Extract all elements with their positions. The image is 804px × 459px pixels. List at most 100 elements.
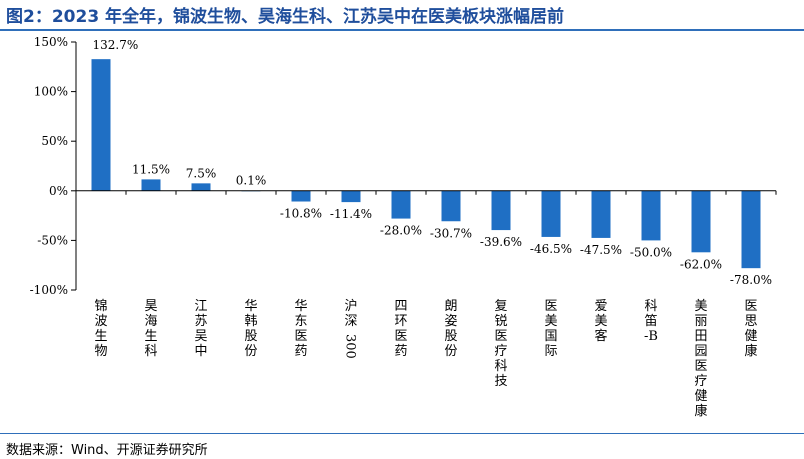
- category-label: 江苏吴中: [194, 299, 207, 359]
- bar: [491, 190, 511, 231]
- svg-text:爱: 爱: [594, 299, 607, 314]
- svg-text:客: 客: [594, 328, 607, 344]
- bars: [91, 59, 761, 269]
- svg-text:健: 健: [694, 389, 707, 404]
- bar-value-label: -39.6%: [480, 235, 522, 249]
- svg-text:物: 物: [94, 344, 107, 359]
- footer-divider: [0, 433, 804, 434]
- bar-value-label: 7.5%: [186, 166, 217, 180]
- svg-text:锦: 锦: [94, 299, 107, 314]
- svg-text:丽: 丽: [694, 314, 707, 329]
- svg-text:沪: 沪: [344, 298, 357, 314]
- bar: [91, 59, 111, 191]
- svg-text:康: 康: [694, 403, 707, 419]
- svg-text:药: 药: [294, 344, 307, 359]
- svg-text:药: 药: [394, 344, 407, 359]
- bar-value-label: 11.5%: [132, 162, 170, 176]
- bar: [141, 179, 161, 191]
- svg-text:思: 思: [744, 314, 757, 329]
- svg-text:际: 际: [544, 344, 557, 359]
- svg-text:份: 份: [444, 344, 457, 359]
- y-axis: 150% 100% 50% 0% -50% -100%: [30, 35, 77, 297]
- svg-text:美: 美: [544, 314, 557, 329]
- svg-text:科: 科: [644, 299, 657, 314]
- svg-text:田: 田: [694, 329, 707, 344]
- category-label: 锦波生物: [94, 299, 107, 359]
- svg-text:韩: 韩: [244, 314, 257, 329]
- y-tick-label: 150%: [34, 35, 68, 49]
- svg-text:科: 科: [144, 344, 157, 359]
- category-label: 沪深 300: [343, 298, 358, 359]
- svg-text:中: 中: [194, 344, 207, 359]
- bar: [291, 190, 311, 202]
- y-tick-label: -100%: [30, 283, 68, 297]
- bar-value-label: -47.5%: [580, 243, 622, 257]
- bar-value-label: -62.0%: [680, 257, 722, 271]
- value-labels: 132.7% 11.5% 7.5% 0.1% -10.8% -11.4% -28.0% -30…: [93, 38, 773, 287]
- svg-text:科: 科: [494, 359, 507, 374]
- bar: [691, 190, 711, 253]
- svg-text:生: 生: [144, 329, 157, 344]
- svg-text:吴: 吴: [194, 329, 207, 344]
- bar: [741, 190, 761, 269]
- figure-title: 图2：2023 年全年，锦波生物、昊海生科、江苏吴中在医美板块涨幅居前: [6, 7, 565, 27]
- svg-text:疗: 疗: [494, 344, 507, 359]
- bar: [341, 190, 361, 203]
- svg-text:园: 园: [694, 344, 707, 359]
- svg-text:复: 复: [494, 299, 507, 314]
- bar-value-label: -78.0%: [730, 273, 772, 287]
- svg-text:份: 份: [244, 344, 257, 359]
- svg-text:300: 300: [343, 334, 358, 359]
- bar: [591, 190, 611, 238]
- svg-text:康: 康: [744, 343, 757, 359]
- svg-text:股: 股: [244, 329, 257, 344]
- bar-value-label: -46.5%: [530, 242, 572, 256]
- y-tick-label: 100%: [34, 85, 68, 99]
- svg-text:东: 东: [294, 314, 307, 329]
- svg-text:医: 医: [294, 329, 307, 344]
- category-label: 科笛-B: [644, 299, 658, 344]
- svg-text:医: 医: [394, 329, 407, 344]
- svg-text:苏: 苏: [194, 313, 207, 329]
- bar: [441, 190, 461, 222]
- svg-text:医: 医: [694, 359, 707, 374]
- svg-text:华: 华: [294, 299, 307, 314]
- svg-text:笛: 笛: [644, 313, 657, 329]
- svg-text:姿: 姿: [444, 313, 457, 329]
- svg-text:生: 生: [94, 329, 107, 344]
- svg-text:江: 江: [194, 299, 207, 314]
- svg-text:国: 国: [544, 329, 557, 344]
- svg-text:波: 波: [94, 314, 107, 329]
- svg-text:海: 海: [144, 314, 157, 329]
- svg-text:美: 美: [594, 314, 607, 329]
- svg-text:环: 环: [394, 314, 407, 329]
- bar-value-label: 0.1%: [236, 174, 267, 188]
- y-tick-label: 0%: [49, 184, 68, 198]
- svg-text:深: 深: [344, 314, 357, 329]
- y-tick-label: 50%: [41, 134, 68, 148]
- bar: [641, 190, 661, 241]
- category-labels: 锦波生物昊海生科江苏吴中华韩股份华东医药沪深300四环医药朗姿股份复锐医疗科技医…: [94, 298, 757, 419]
- svg-text:健: 健: [744, 329, 757, 344]
- bar-value-label: -28.0%: [380, 224, 422, 238]
- bar-value-label: -11.4%: [330, 207, 372, 221]
- svg-text:疗: 疗: [694, 374, 707, 389]
- bar-value-label: -50.0%: [630, 245, 672, 259]
- svg-text:锐: 锐: [494, 314, 507, 329]
- bar: [541, 190, 561, 237]
- svg-text:美: 美: [694, 299, 707, 314]
- svg-text:股: 股: [444, 329, 457, 344]
- title-divider: [0, 29, 804, 31]
- svg-text:技: 技: [494, 374, 507, 389]
- svg-text:医: 医: [744, 299, 757, 314]
- svg-text:医: 医: [494, 329, 507, 344]
- bar-value-label: -30.7%: [430, 226, 472, 240]
- bar: [391, 190, 411, 219]
